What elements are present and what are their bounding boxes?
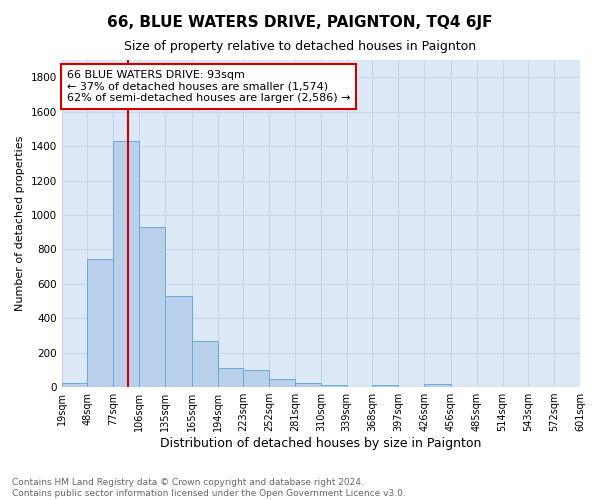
Bar <box>218 368 244 387</box>
Bar <box>295 383 321 387</box>
X-axis label: Distribution of detached houses by size in Paignton: Distribution of detached houses by size … <box>160 437 482 450</box>
Bar <box>139 226 165 387</box>
Bar <box>88 260 113 387</box>
Text: Size of property relative to detached houses in Paignton: Size of property relative to detached ho… <box>124 40 476 53</box>
Bar <box>244 370 269 387</box>
Bar <box>321 384 347 387</box>
Bar <box>191 341 218 387</box>
Bar <box>269 380 295 387</box>
Text: Contains HM Land Registry data © Crown copyright and database right 2024.
Contai: Contains HM Land Registry data © Crown c… <box>12 478 406 498</box>
Bar <box>373 384 398 387</box>
Text: 66 BLUE WATERS DRIVE: 93sqm
← 37% of detached houses are smaller (1,574)
62% of : 66 BLUE WATERS DRIVE: 93sqm ← 37% of det… <box>67 70 350 103</box>
Bar <box>62 384 88 387</box>
Bar <box>165 296 191 387</box>
Bar <box>424 384 451 387</box>
Bar <box>113 140 139 387</box>
Y-axis label: Number of detached properties: Number of detached properties <box>15 136 25 311</box>
Text: 66, BLUE WATERS DRIVE, PAIGNTON, TQ4 6JF: 66, BLUE WATERS DRIVE, PAIGNTON, TQ4 6JF <box>107 15 493 30</box>
